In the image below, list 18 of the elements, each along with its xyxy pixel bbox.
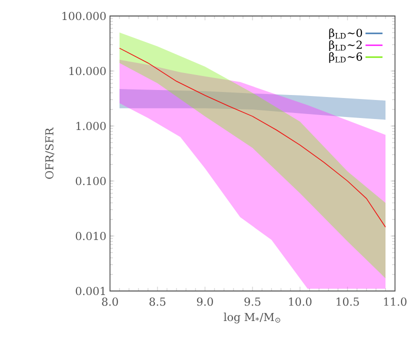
y-axis-title: OFR/SFR [45,127,54,179]
x-tick-label: 9.0 [196,298,213,306]
legend-label: β$_{LD}$~0 [329,28,362,40]
legend-label: β$_{LD}$~2 [329,40,362,51]
x-tick-label: 8.0 [102,298,118,306]
x-tick-label: 10.0 [289,298,312,306]
y-tick-label: 100.000 [62,12,106,20]
x-axis-title: log M$_{*}$/M$_{⊙}$ [224,312,280,324]
y-tick-label: 1.000 [76,122,106,130]
x-tick-label: 9.5 [244,298,260,306]
legend-label: β$_{LD}$~6 [329,52,362,63]
y-tick-label: 0.001 [76,286,105,296]
x-tick-label: 11.0 [384,298,406,306]
x-tick-label: 10.5 [336,298,359,306]
y-tick-label: 10.000 [69,66,106,76]
y-tick-label: 0.010 [76,232,106,240]
x-tick-label: 8.5 [150,298,166,306]
y-tick-label: 0.100 [76,176,106,186]
